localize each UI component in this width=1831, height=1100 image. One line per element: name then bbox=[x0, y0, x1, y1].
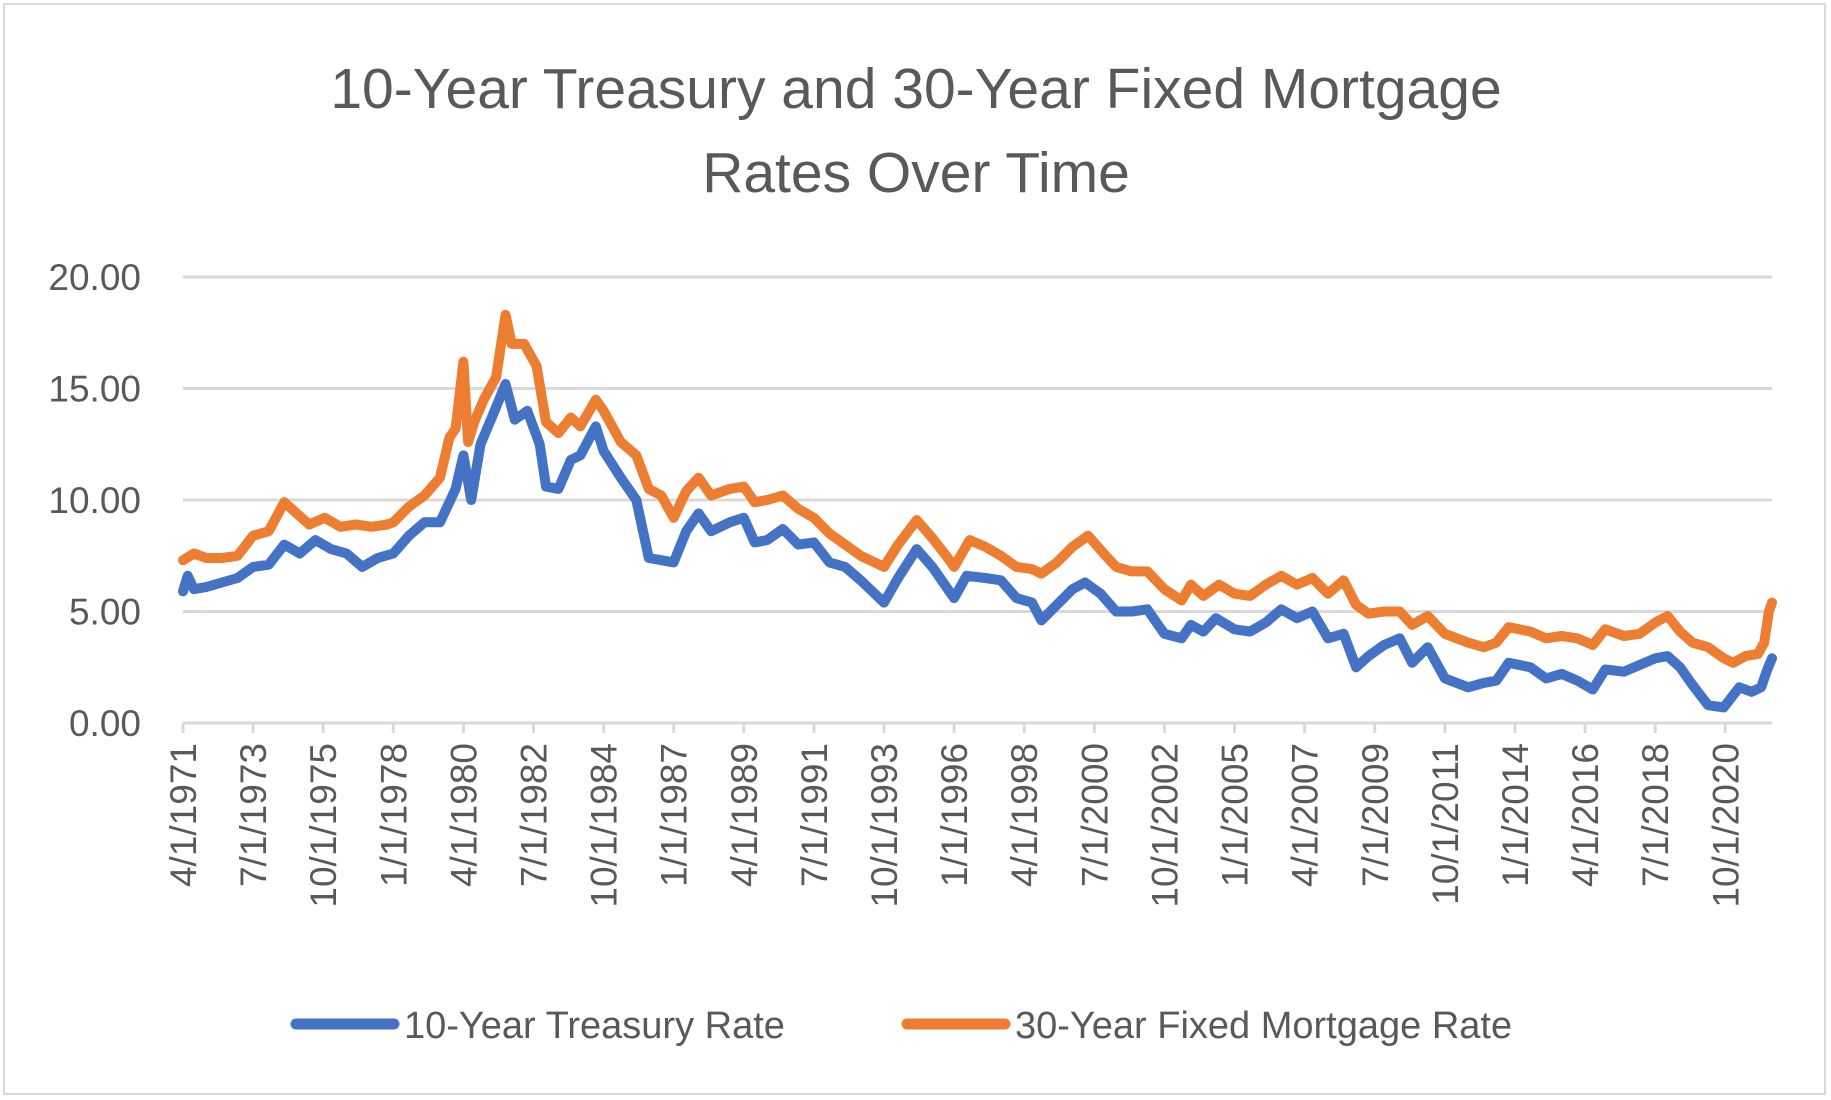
y-tick-label: 10.00 bbox=[48, 480, 141, 521]
x-tick-label: 7/1/1982 bbox=[514, 743, 555, 887]
x-tick-label: 1/1/2014 bbox=[1495, 743, 1536, 887]
series-line-treasury bbox=[178, 379, 1777, 713]
x-tick-label: 4/1/1971 bbox=[163, 743, 204, 887]
x-tick-label: 1/1/2005 bbox=[1215, 743, 1256, 887]
x-tick-label: 7/1/1991 bbox=[794, 743, 835, 887]
x-tick-label: 7/1/2000 bbox=[1074, 743, 1115, 887]
x-tick-label: 1/1/1987 bbox=[654, 743, 695, 887]
x-tick-label: 4/1/1989 bbox=[724, 743, 765, 887]
legend-label-treasury: 10-Year Treasury Rate bbox=[404, 1005, 785, 1047]
x-tick-label: 4/1/2007 bbox=[1285, 743, 1326, 887]
x-tick-label: 10/1/2011 bbox=[1425, 743, 1466, 905]
x-axis: 4/1/1971 7/1/1973 10/1/1975 1/1/1978 4/1/198… bbox=[163, 721, 1772, 908]
legend: 10-Year Treasury Rate 30-Year Fixed Mort… bbox=[290, 1005, 1512, 1047]
y-tick-label: 15.00 bbox=[48, 369, 141, 410]
x-tick-label: 4/1/2016 bbox=[1565, 743, 1606, 887]
x-tick-label: 4/1/1980 bbox=[443, 743, 484, 887]
chart-title-line-1: 10-Year Treasury and 30-Year Fixed Mortg… bbox=[330, 57, 1501, 121]
series-line-mortgage bbox=[178, 309, 1777, 668]
y-tick-label: 20.00 bbox=[48, 257, 141, 298]
x-tick-label: 10/1/2002 bbox=[1144, 743, 1185, 908]
x-tick-label: 7/1/2018 bbox=[1635, 743, 1676, 887]
legend-label-mortgage: 30-Year Fixed Mortgage Rate bbox=[1015, 1005, 1512, 1047]
x-tick-label: 10/1/2020 bbox=[1705, 743, 1746, 908]
y-axis-ticks: 0.00 5.00 10.00 15.00 20.00 bbox=[48, 257, 141, 744]
x-tick-label: 1/1/1996 bbox=[934, 743, 975, 887]
x-tick-label: 1/1/1978 bbox=[373, 743, 414, 887]
x-tick-label: 10/1/1975 bbox=[303, 743, 344, 908]
series-lines bbox=[178, 309, 1777, 713]
x-tick-label: 10/1/1984 bbox=[584, 743, 625, 908]
x-tick-label: 7/1/2009 bbox=[1355, 743, 1396, 887]
x-tick-label: 7/1/1973 bbox=[233, 743, 274, 887]
x-tick-label: 10/1/1993 bbox=[864, 743, 905, 908]
y-tick-label: 5.00 bbox=[69, 592, 141, 633]
x-tick-label: 4/1/1998 bbox=[1004, 743, 1045, 887]
chart-title-line-2: Rates Over Time bbox=[702, 141, 1130, 205]
y-tick-label: 0.00 bbox=[69, 703, 141, 744]
